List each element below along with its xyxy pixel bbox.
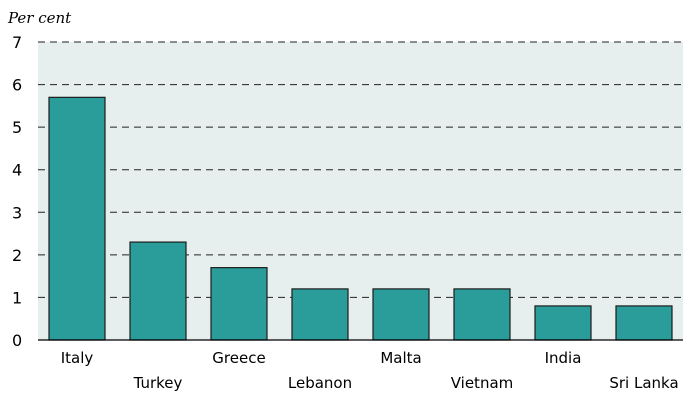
bars bbox=[48, 96, 673, 341]
x-tick-label: Vietnam bbox=[451, 374, 514, 392]
x-tick-label: Malta bbox=[380, 349, 421, 367]
y-tick-label: 6 bbox=[12, 76, 22, 95]
x-tick-labels: Italy Turkey Greece Lebanon Malta Vietnam Indi… bbox=[61, 349, 679, 392]
y-tick-label: 1 bbox=[12, 288, 22, 307]
y-tick-labels: 0 1 2 3 4 5 6 7 bbox=[12, 33, 22, 350]
y-tick-label: 0 bbox=[12, 331, 22, 350]
x-tick-label: India bbox=[545, 349, 582, 367]
x-tick-label: Turkey bbox=[133, 374, 183, 392]
y-tick-label: 3 bbox=[12, 203, 22, 222]
y-axis-label: Per cent bbox=[7, 9, 72, 27]
bar-sri-lanka bbox=[615, 305, 673, 341]
bar-malta bbox=[372, 288, 430, 341]
bar-vietnam bbox=[453, 288, 511, 341]
y-tick-label: 7 bbox=[12, 33, 22, 52]
x-tick-label: Italy bbox=[61, 349, 94, 367]
x-tick-label: Greece bbox=[212, 349, 265, 367]
bar-italy bbox=[48, 96, 106, 341]
bar-lebanon bbox=[291, 288, 349, 341]
y-tick-label: 5 bbox=[12, 118, 22, 137]
x-tick-label: Lebanon bbox=[288, 374, 352, 392]
bar-greece bbox=[210, 267, 268, 341]
x-tick-label: Sri Lanka bbox=[609, 374, 678, 392]
y-tick-label: 4 bbox=[12, 161, 22, 180]
bar-turkey bbox=[129, 241, 187, 341]
y-tick-label: 2 bbox=[12, 246, 22, 265]
bar-india bbox=[534, 305, 592, 341]
